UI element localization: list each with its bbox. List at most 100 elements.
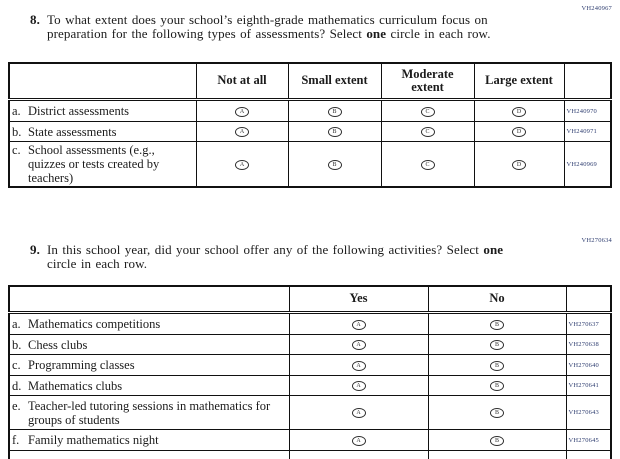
response-bubble-yes[interactable]: A [352,408,366,418]
response-bubble-yes[interactable]: A [352,361,366,371]
response-bubble-c[interactable]: C [421,160,435,170]
row-label-text: District assessments [28,104,129,118]
response-bubble-a[interactable]: A [235,127,249,137]
response-bubble-d[interactable]: D [512,127,526,137]
q8-header-small-extent: Small extent [288,63,381,100]
response-bubble-c[interactable]: C [421,107,435,117]
option-cell: C [381,122,474,142]
response-bubble-yes[interactable]: A [352,340,366,350]
q9-header-yes: Yes [289,286,428,313]
response-bubble-b[interactable]: B [328,127,342,137]
question-9-line2: circle in each row. [47,256,147,271]
row-label-text: Mathematics competitions [28,317,160,331]
question-9-table: Yes No a.Mathematics competitions A B VH… [8,285,612,459]
question-8-code: VH240967 [582,5,613,12]
row-label: a.District assessments [9,100,196,122]
question-9-number: 9. [30,243,47,270]
response-bubble-b[interactable]: B [328,107,342,117]
option-cell-yes: A [289,313,428,335]
option-cell: B [288,142,381,188]
row-label: f.Family mathematics night [9,430,289,451]
q9-row-teacher-led-tutoring: e.Teacher-led tutoring sessions in mathe… [9,396,611,430]
row-label-text: School assessments (e.g., quizzes or tes… [28,143,159,185]
row-code: VH270638 [566,335,611,355]
row-letter: f. [12,433,28,447]
response-bubble-no[interactable]: B [490,320,504,330]
q8-row-district-assessments: a.District assessments A B C D VH240970 [9,100,611,122]
row-code: VH240969 [564,142,611,188]
option-cell-no: B [428,396,566,430]
response-bubble-c[interactable]: C [421,127,435,137]
row-code: VH270643 [566,396,611,430]
row-label-text: Teacher-led tutoring sessions in mathema… [28,399,270,427]
response-bubble-d[interactable]: D [512,160,526,170]
question-8-table: Not at all Small extent Moderate extent … [8,62,612,188]
q9-row-programming-classes: c.Programming classes A B VH270640 [9,355,611,376]
cutoff-cell [566,451,611,459]
q8-header-moderate-extent: Moderate extent [381,63,474,100]
option-cell: C [381,142,474,188]
q8-header-large-extent: Large extent [474,63,564,100]
response-bubble-a[interactable]: A [235,107,249,117]
row-letter: d. [12,379,28,393]
row-letter: b. [12,125,28,139]
response-bubble-a[interactable]: A [235,160,249,170]
row-label: b.State assessments [9,122,196,142]
row-label: b.Chess clubs [9,335,289,355]
question-9-code: VH270634 [582,237,613,244]
option-cell: B [288,100,381,122]
question-8-line2-end: circle in each row. [386,26,490,41]
questionnaire-page: { "q8": { "number": "8.", "code": "VH240… [0,0,620,446]
option-cell: D [474,142,564,188]
response-bubble-no[interactable]: B [490,340,504,350]
question-8-bold-word: one [366,26,386,41]
row-letter: a. [12,104,28,118]
row-label: e.Teacher-led tutoring sessions in mathe… [9,396,289,430]
row-code: VH270640 [566,355,611,376]
row-letter: e. [12,399,28,413]
option-cell-yes: A [289,335,428,355]
option-cell-no: B [428,376,566,396]
response-bubble-no[interactable]: B [490,361,504,371]
option-cell: C [381,100,474,122]
row-label-text: Family mathematics night [28,433,159,447]
q9-header-empty [9,286,289,313]
response-bubble-yes[interactable]: A [352,381,366,391]
response-bubble-no[interactable]: B [490,408,504,418]
option-cell: A [196,100,288,122]
option-cell: A [196,142,288,188]
response-bubble-no[interactable]: B [490,436,504,446]
row-letter: c. [12,358,28,372]
option-cell: B [288,122,381,142]
option-cell-yes: A [289,355,428,376]
q9-row-mathematics-clubs: d.Mathematics clubs A B VH270641 [9,376,611,396]
response-bubble-b[interactable]: B [328,160,342,170]
row-letter: b. [12,338,28,352]
question-8-text: To what extent does your school’s eighth… [47,13,575,40]
question-8-line2: preparation for the following types of a… [47,26,366,41]
row-letter: c. [12,143,28,157]
option-cell-no: B [428,430,566,451]
row-code: VH240971 [564,122,611,142]
option-cell-yes: A [289,396,428,430]
q8-header-not-at-all: Not at all [196,63,288,100]
option-cell: D [474,122,564,142]
q9-table-cutoff-row [9,451,611,459]
response-bubble-d[interactable]: D [512,107,526,117]
q9-header-no: No [428,286,566,313]
cutoff-cell [9,451,289,459]
row-code: VH270645 [566,430,611,451]
row-code: VH270641 [566,376,611,396]
response-bubble-yes[interactable]: A [352,320,366,330]
q9-row-mathematics-competitions: a.Mathematics competitions A B VH270637 [9,313,611,335]
row-label-text: State assessments [28,125,117,139]
cutoff-cell [428,451,566,459]
response-bubble-no[interactable]: B [490,381,504,391]
option-cell-no: B [428,355,566,376]
question-9: 9. In this school year, did your school … [30,243,575,270]
option-cell-no: B [428,313,566,335]
row-label: d.Mathematics clubs [9,376,289,396]
response-bubble-yes[interactable]: A [352,436,366,446]
row-code: VH240970 [564,100,611,122]
cutoff-cell [289,451,428,459]
